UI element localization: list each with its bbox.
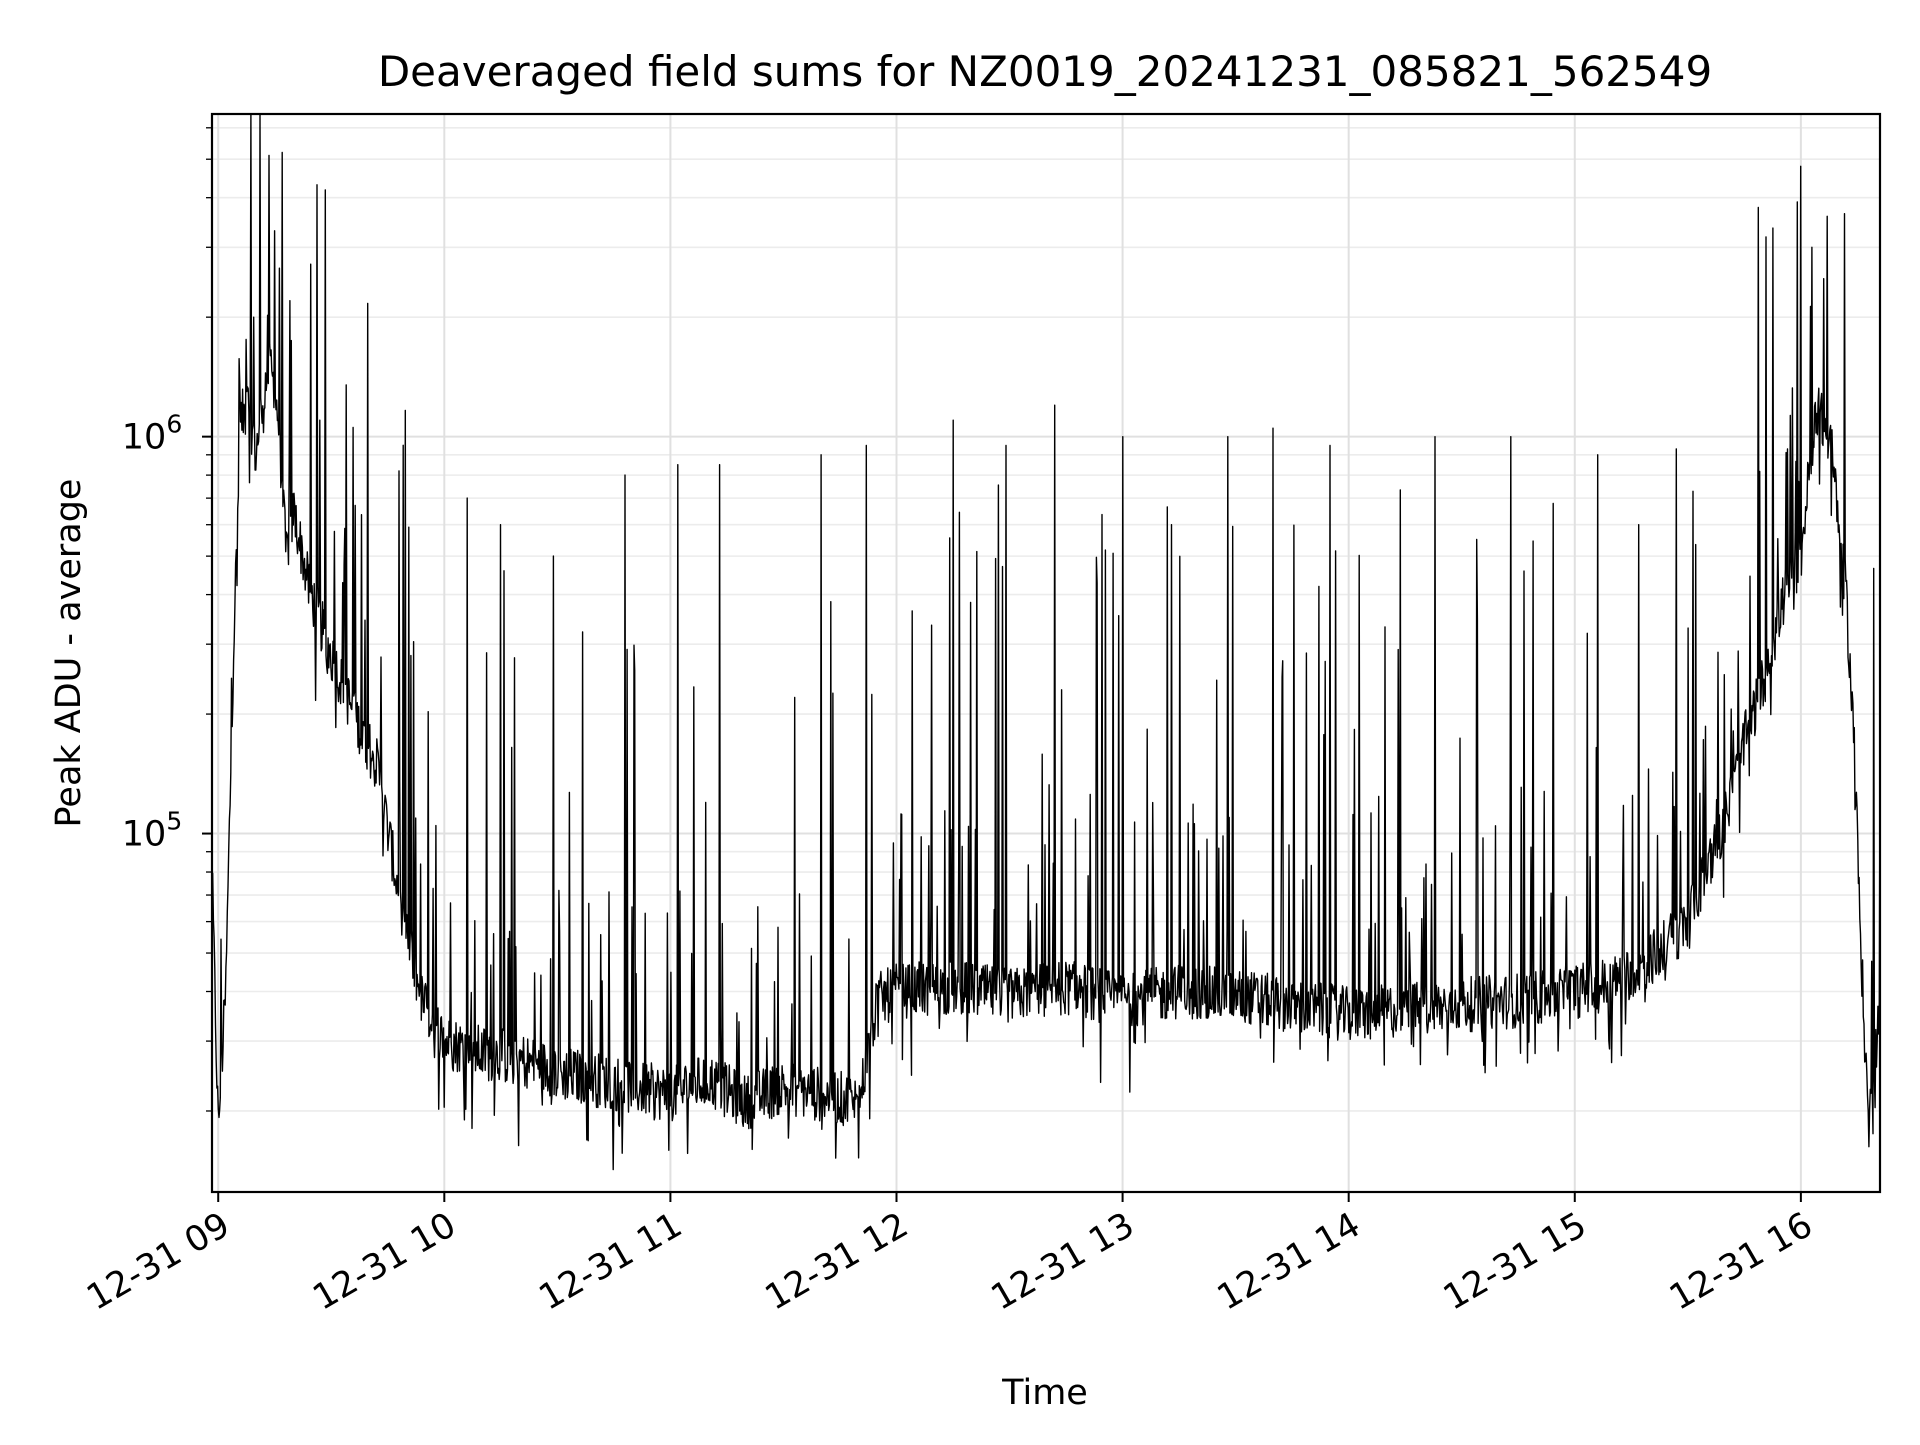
grid-lines [212, 114, 1880, 1192]
x-tick-label: 12-31 16 [1663, 1205, 1819, 1318]
x-tick-label: 12-31 13 [985, 1205, 1141, 1318]
x-tick-label: 12-31 10 [307, 1205, 463, 1318]
y-tick-label: 106 [122, 410, 182, 458]
y-axis-label: Peak ADU - average [49, 479, 89, 828]
chart-title: Deaveraged field sums for NZ0019_2024123… [378, 47, 1712, 96]
x-tick-label: 12-31 14 [1211, 1205, 1367, 1318]
series-line [211, 113, 1881, 1171]
plot-frame [210, 112, 1882, 1194]
x-tick-label: 12-31 12 [759, 1205, 915, 1318]
series-layer [211, 113, 1881, 1171]
x-tick-label: 12-31 11 [533, 1205, 689, 1318]
x-tick-label: 12-31 09 [80, 1205, 236, 1318]
x-tick-label: 12-31 15 [1437, 1205, 1593, 1318]
y-tick-label: 105 [122, 807, 182, 855]
x-axis-label: Time [1001, 1373, 1088, 1413]
